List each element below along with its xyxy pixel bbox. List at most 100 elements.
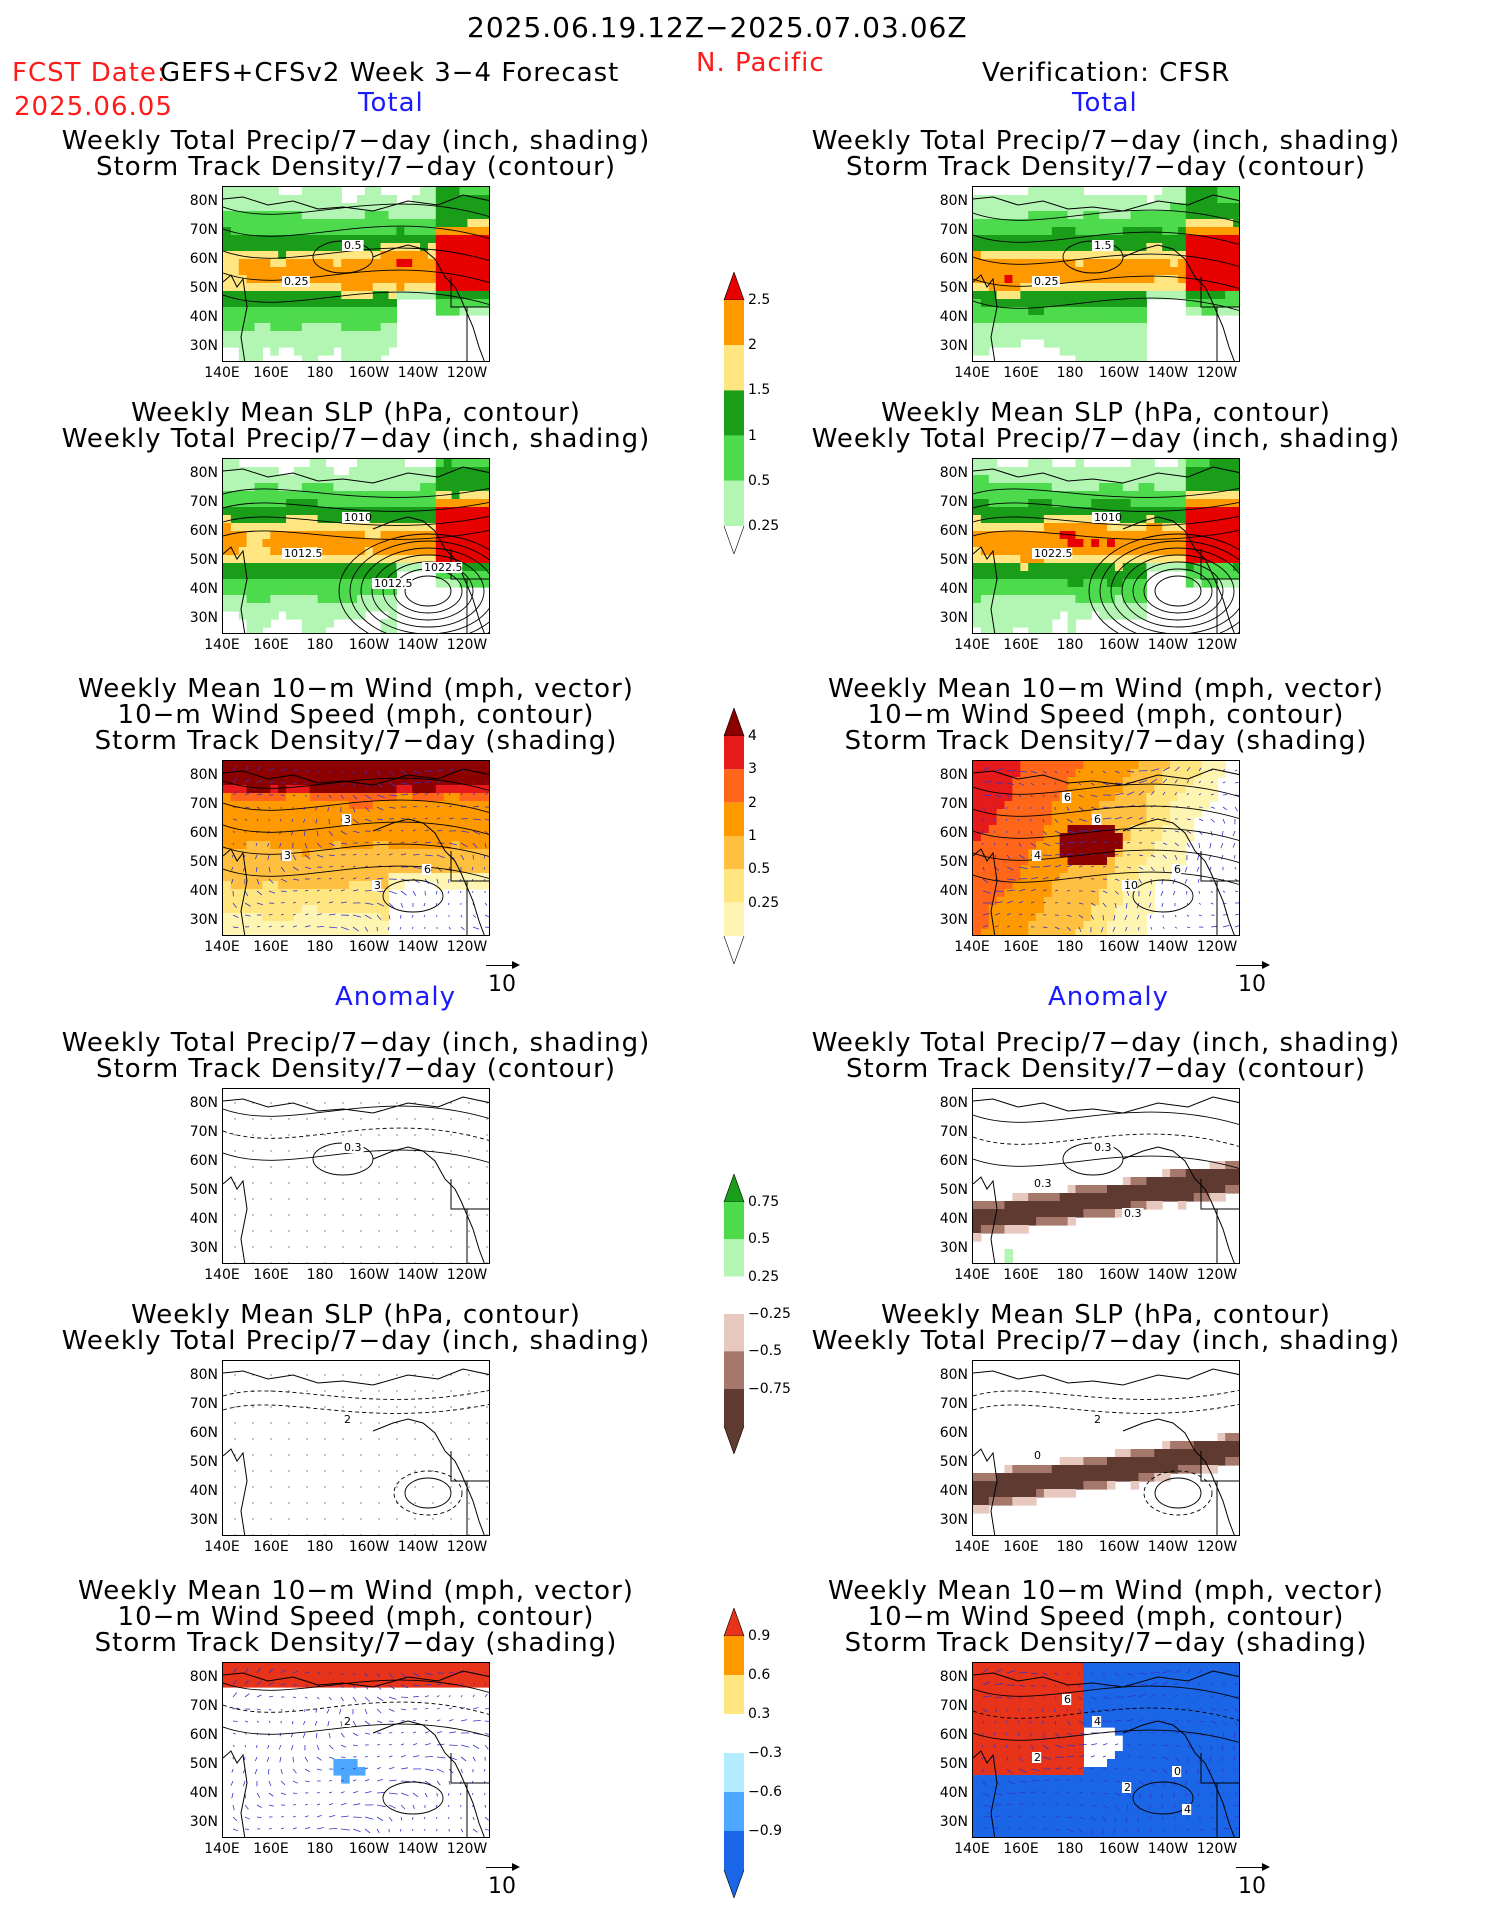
precip_total-label-2: 2 <box>748 337 757 354</box>
p8-lon-140E: 140E <box>954 1267 990 1283</box>
p9-lat-40N: 40N <box>189 1483 218 1499</box>
total-left-label: Total <box>358 88 424 118</box>
p2-lat-60N: 60N <box>939 251 968 267</box>
p1-contour-label-bg-2 <box>282 276 310 287</box>
p4-contour-label-bg-1 <box>1092 512 1120 523</box>
precip_anom-segment-2 <box>724 1239 744 1277</box>
p9-lat-30N: 30N <box>189 1512 218 1528</box>
precip_anom-label-4: −0.25 <box>748 1306 791 1322</box>
p10-contour-label-1: 2 <box>1094 1413 1101 1426</box>
p4-lat-50N: 50N <box>939 552 968 568</box>
track_anom-segment-0 <box>723 1608 745 1637</box>
p2-contour-label-2: 0.25 <box>1034 275 1059 288</box>
p6-contour-label-bg-3 <box>1122 880 1138 891</box>
p5-lat-30N: 30N <box>189 912 218 928</box>
track_total-segment-3 <box>724 802 744 836</box>
precip_anom-segment-3 <box>724 1276 744 1314</box>
p5-map-svg: 3 3 3 6 <box>223 761 489 935</box>
p5-title-2: 10−m Wind Speed (mph, contour) <box>117 700 595 730</box>
precip_anom-colorbar <box>723 1174 745 1454</box>
p5-vector-ref-value: 10 <box>488 972 516 997</box>
p6-lon-180: 180 <box>1056 939 1084 955</box>
p3-contour-label-bg-1 <box>342 512 370 523</box>
p6-lon-160W: 160W <box>1098 939 1140 955</box>
p6-lat-80N: 80N <box>939 767 968 783</box>
p6-contour-label-bg-2 <box>1032 850 1042 861</box>
p1-contour-label-2: 0.25 <box>284 275 309 288</box>
p8-lon-140W: 140W <box>1147 1267 1189 1283</box>
p3-contour-label-1: 1010 <box>344 511 372 524</box>
p7-contour-label-1: 0.3 <box>344 1141 362 1154</box>
precip_total-segment-4 <box>724 435 744 481</box>
p10-lat-30N: 30N <box>939 1512 968 1528</box>
p4-lon-180: 180 <box>1056 637 1084 653</box>
p3-lat-80N: 80N <box>189 465 218 481</box>
p11-lon-120W: 120W <box>446 1841 488 1857</box>
p3-lon-140W: 140W <box>397 637 439 653</box>
p2-lon-120W: 120W <box>1196 365 1238 381</box>
p2-lat-50N: 50N <box>939 280 968 296</box>
p12-lat-40N: 40N <box>939 1785 968 1801</box>
p8-map: 0.3 0.3 0.3 <box>972 1088 1240 1264</box>
p6-lon-140W: 140W <box>1147 939 1189 955</box>
p1-contour-label-bg-1 <box>342 240 364 251</box>
p1-title-1: Weekly Total Precip/7−day (inch, shading… <box>61 126 651 156</box>
p6-contour-label-bg-1 <box>1092 814 1102 825</box>
p12-shading <box>973 1663 1239 1837</box>
p8-contour-label-2: 0.3 <box>1034 1177 1052 1190</box>
p3-lon-160E: 160E <box>253 637 289 653</box>
p12-contour-label-3: 2 <box>1124 1781 1131 1794</box>
p4-lat-30N: 30N <box>939 610 968 626</box>
p11-title-2: 10−m Wind Speed (mph, contour) <box>117 1602 595 1632</box>
p6-title-3: Storm Track Density/7−day (shading) <box>844 726 1368 756</box>
p12-contour-label-bg-1 <box>1092 1716 1102 1727</box>
arrow-icon <box>1232 1860 1272 1874</box>
p2-title-1: Weekly Total Precip/7−day (inch, shading… <box>811 126 1401 156</box>
p11-shading <box>223 1663 489 1784</box>
p7-lat-80N: 80N <box>189 1095 218 1111</box>
p5-title-3: Storm Track Density/7−day (shading) <box>94 726 618 756</box>
anomaly-right-label: Anomaly <box>1048 982 1170 1012</box>
track_anom-label-1: 0.9 <box>748 1628 771 1644</box>
p4-lat-70N: 70N <box>939 494 968 510</box>
p10-coastline <box>973 1368 1239 1535</box>
p10-lon-180: 180 <box>1056 1539 1084 1555</box>
p4-lon-140W: 140W <box>1147 637 1189 653</box>
track_total-segment-5 <box>724 869 744 903</box>
p1-lon-140W: 140W <box>397 365 439 381</box>
p6-contour-label-bg-4 <box>1172 864 1182 875</box>
p5-lat-60N: 60N <box>189 825 218 841</box>
track_anom-label-3: 0.3 <box>748 1706 771 1722</box>
p3-contour-label-bg-3 <box>372 578 413 589</box>
p12-lon-160E: 160E <box>1003 1841 1039 1857</box>
p8-lon-180: 180 <box>1056 1267 1084 1283</box>
p2-contour-label-bg-2 <box>1032 276 1060 287</box>
p6-title-1: Weekly Mean 10−m Wind (mph, vector) <box>828 674 1384 704</box>
p9-coastline <box>223 1368 489 1535</box>
p8-contour-label-3: 0.3 <box>1124 1207 1142 1220</box>
p4-shading <box>973 459 1239 633</box>
p12-lat-30N: 30N <box>939 1814 968 1830</box>
p10-lat-80N: 80N <box>939 1367 968 1383</box>
p8-lon-160E: 160E <box>1003 1267 1039 1283</box>
p12-lat-80N: 80N <box>939 1669 968 1685</box>
total-right-label: Total <box>1072 88 1138 118</box>
p12-title-3: Storm Track Density/7−day (shading) <box>844 1628 1368 1658</box>
p10-shading <box>973 1433 1239 1514</box>
p9-map: 2 <box>222 1360 490 1536</box>
p4-lat-60N: 60N <box>939 523 968 539</box>
p9-lon-140W: 140W <box>397 1539 439 1555</box>
p5-lon-140W: 140W <box>397 939 439 955</box>
p7-grid-dots <box>234 1102 488 1263</box>
track_total-segment-2 <box>724 769 744 803</box>
p11-vector-reference: 10 <box>482 1860 522 1899</box>
anomaly-left-label: Anomaly <box>335 982 457 1012</box>
p3-contour-label-4: 1022.5 <box>424 561 463 574</box>
track_anom-segment-1 <box>724 1636 744 1675</box>
p4-lon-140E: 140E <box>954 637 990 653</box>
p11-lon-160E: 160E <box>253 1841 289 1857</box>
p8-contour-label-bg-3 <box>1122 1208 1144 1219</box>
p8-lat-30N: 30N <box>939 1240 968 1256</box>
p12-wind-vectors <box>981 1668 1239 1835</box>
